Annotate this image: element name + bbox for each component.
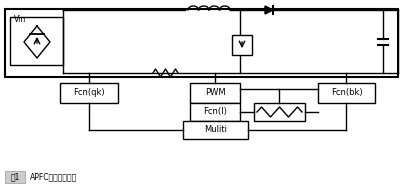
Bar: [10, 17, 63, 65]
Text: Fcn(bk): Fcn(bk): [330, 88, 361, 97]
Bar: [5, 9, 397, 77]
Bar: [5, 171, 25, 183]
Bar: [183, 121, 247, 139]
Text: Muliti: Muliti: [203, 125, 226, 134]
Bar: [190, 83, 239, 103]
Bar: [254, 103, 304, 121]
Bar: [60, 83, 118, 103]
Bar: [317, 83, 374, 103]
Text: Fcn(I): Fcn(I): [202, 107, 226, 117]
Text: Vin: Vin: [14, 15, 26, 24]
Text: Fcn(qk): Fcn(qk): [73, 88, 104, 97]
Text: APFC控制原理框图: APFC控制原理框图: [30, 172, 77, 181]
Bar: [231, 35, 252, 55]
Text: PWM: PWM: [204, 88, 225, 97]
Polygon shape: [264, 6, 272, 14]
Bar: [190, 103, 239, 121]
Text: 图1: 图1: [10, 172, 19, 181]
